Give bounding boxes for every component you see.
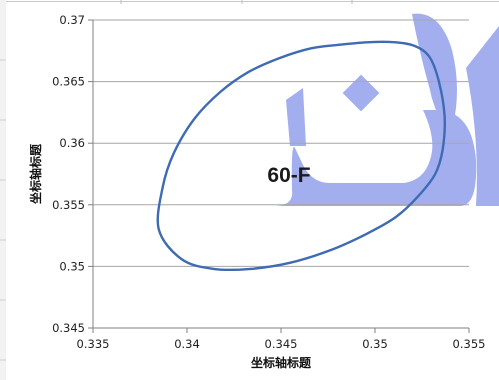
x-axis-title: 坐标轴标题: [251, 355, 312, 370]
y-tick-label: 0.36: [59, 136, 85, 150]
x-tick-label: 0.345: [265, 337, 298, 351]
x-tick-label: 0.34: [174, 337, 200, 351]
watermark-logo: [276, 13, 499, 206]
x-tick-label: 0.35: [362, 337, 388, 351]
y-axis-ticks: 0.345 0.35 0.355 0.36 0.365 0.37: [52, 13, 93, 335]
y-tick-label: 0.345: [52, 321, 85, 335]
gridlines: [93, 19, 469, 267]
y-tick-label: 0.35: [59, 259, 85, 273]
curve-annotation: 60-F: [267, 164, 310, 187]
x-tick-label: 0.355: [453, 337, 486, 351]
x-tick-label: 0.335: [77, 337, 110, 351]
y-axis-title: 坐标轴标题: [28, 143, 43, 204]
series-layer: [156, 40, 446, 272]
y-tick-label: 0.37: [59, 13, 85, 27]
x-axis-ticks: 0.335 0.34 0.345 0.35 0.355: [77, 328, 486, 351]
y-tick-label: 0.355: [52, 198, 85, 212]
y-tick-label: 0.365: [52, 75, 85, 89]
series-line: [156, 40, 446, 272]
